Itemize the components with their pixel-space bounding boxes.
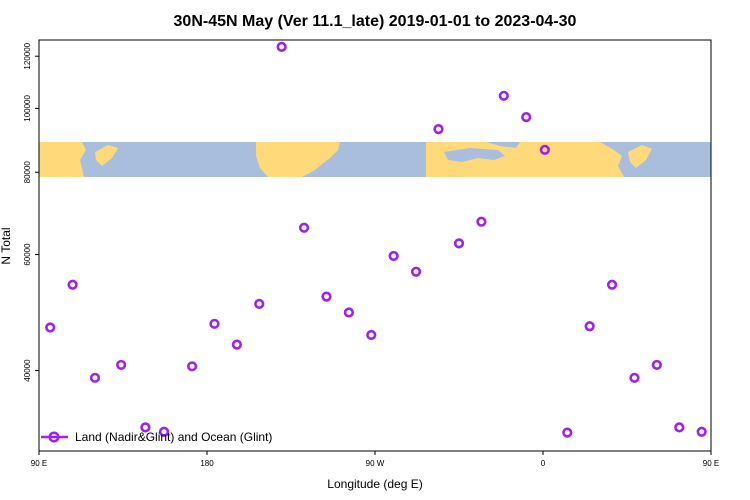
x-tick-label: 90 E [31,459,47,468]
y-tick-label: 80000 [23,161,32,184]
chart-title: 30N-45N May (Ver 11.1_late) 2019-01-01 t… [174,13,577,30]
data-point [410,266,422,277]
data-point [186,361,198,372]
plot-area [38,39,712,452]
data-point [521,112,532,123]
x-axis-label: Longitude (deg E) [327,477,422,491]
legend-swatch-marker [48,431,60,443]
x-tick-label: 180 [200,459,214,468]
data-point [606,279,618,290]
x-tick-label: 90 E [703,459,719,468]
y-tick-label: 100000 [23,94,32,121]
data-point [696,426,707,437]
data-point [209,318,220,329]
data-point [539,144,550,155]
data-point [321,291,332,302]
data-point [140,422,151,433]
data-points [45,41,707,438]
x-tick-label: 0 [541,459,546,468]
data-point [562,427,573,438]
data-point [366,329,377,341]
data-point [89,372,101,383]
x-axis: 90 E 180 90 W 0 90 E [31,451,719,468]
data-point [158,426,170,437]
data-point [674,422,685,433]
data-point [45,322,56,333]
world-map-strip [39,142,711,177]
data-point [254,298,265,309]
data-point [116,359,127,371]
data-point [584,321,595,332]
legend-label: Land (Nadir&Glint) and Ocean (Glint) [75,430,272,444]
y-axis: 40000 60000 80000 100000 120000 [23,42,39,382]
data-point [231,339,242,350]
data-point [476,216,487,227]
data-point [276,41,287,52]
data-point [298,222,310,233]
data-point [343,307,354,318]
y-tick-label: 120000 [23,42,32,69]
y-tick-label: 60000 [23,243,32,266]
data-point [629,372,640,383]
data-point [453,238,465,249]
legend: Land (Nadir&Glint) and Ocean (Glint) [41,430,272,444]
data-point [433,124,444,135]
data-point [651,359,662,371]
data-point [498,90,509,101]
y-axis-label: N Total [0,227,13,264]
data-point [67,279,78,290]
x-tick-label: 90 W [366,459,385,468]
y-tick-label: 40000 [23,359,32,382]
data-point [388,250,399,262]
